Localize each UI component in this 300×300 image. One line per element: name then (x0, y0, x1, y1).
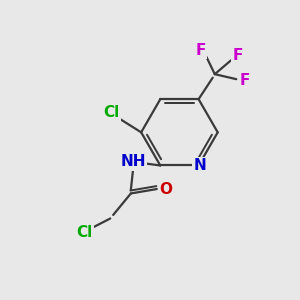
Text: F: F (240, 73, 250, 88)
Text: O: O (159, 182, 172, 196)
Text: Cl: Cl (76, 225, 93, 240)
Text: NH: NH (121, 154, 146, 169)
Text: F: F (232, 48, 243, 63)
Text: Cl: Cl (103, 105, 120, 120)
Text: F: F (196, 43, 206, 58)
Text: N: N (194, 158, 206, 173)
